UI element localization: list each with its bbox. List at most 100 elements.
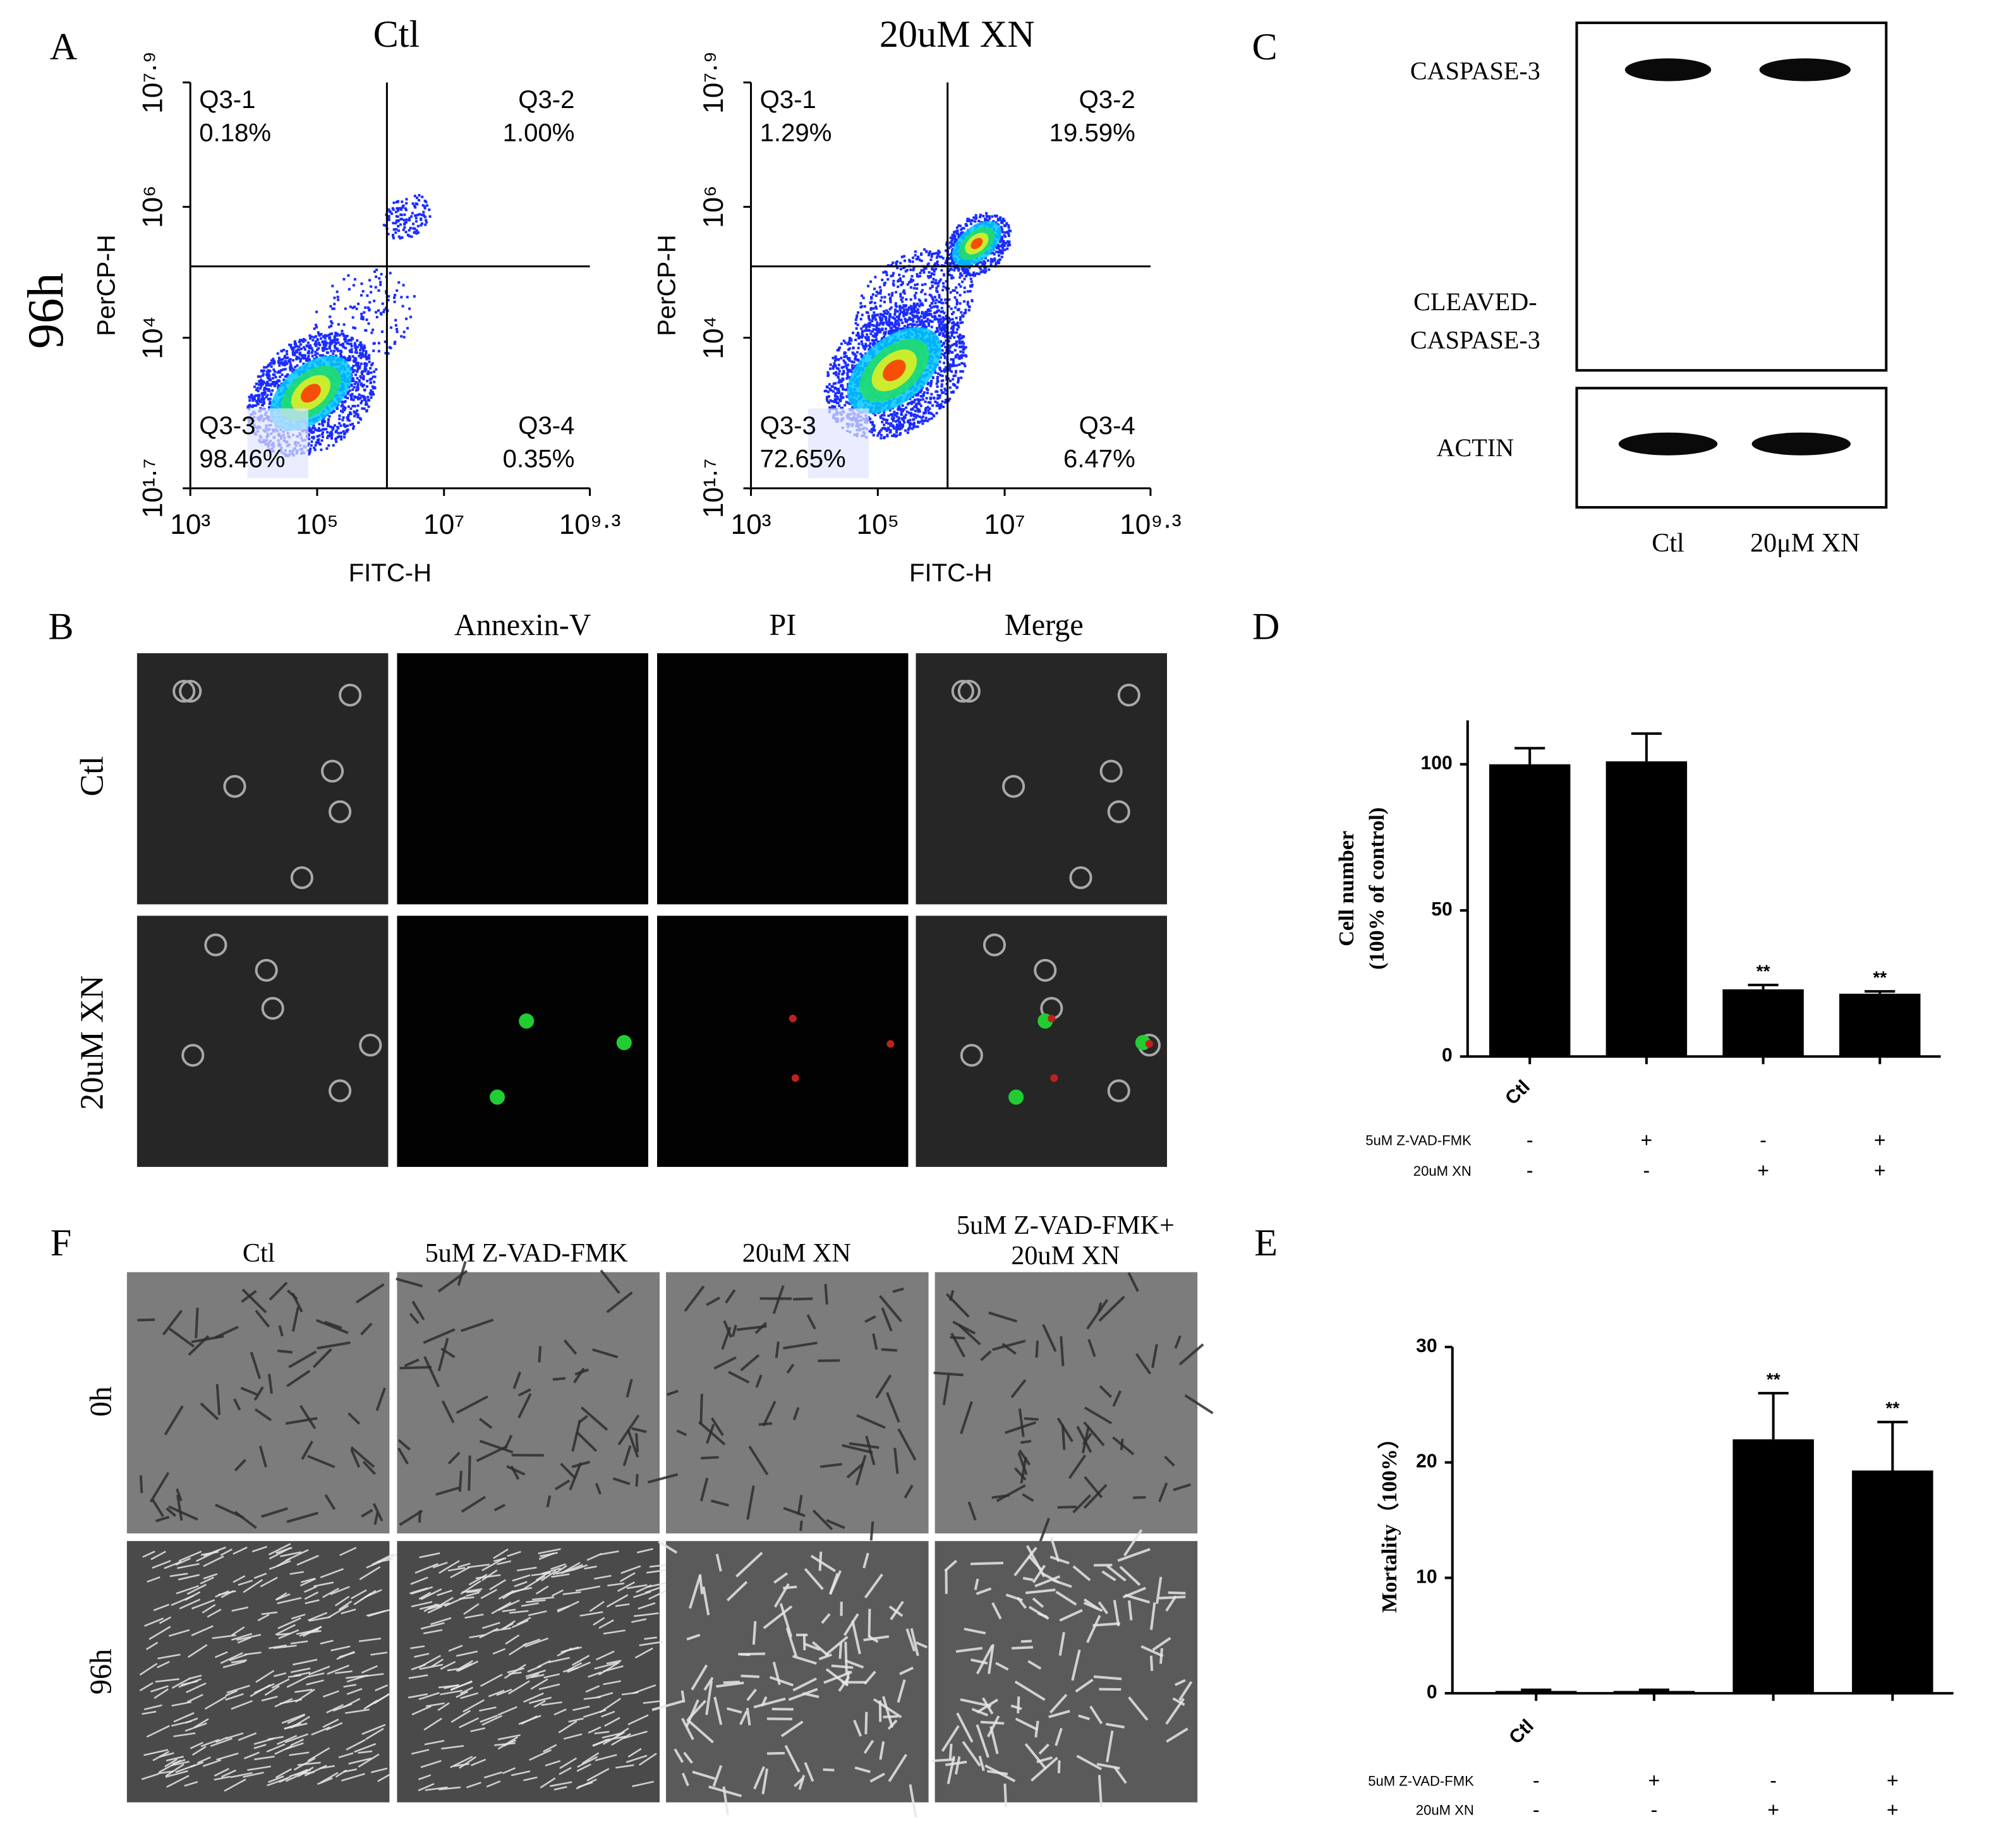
- density-dot: [356, 386, 359, 389]
- density-dot: [342, 277, 346, 281]
- gate-shade: [247, 408, 308, 478]
- density-dot: [902, 291, 905, 294]
- density-dot: [837, 367, 840, 370]
- density-dot: [929, 309, 932, 312]
- density-dot: [360, 362, 363, 365]
- cell-body: [399, 1509, 423, 1526]
- density-dot: [958, 224, 962, 227]
- density-dot: [323, 346, 326, 349]
- density-dot: [879, 318, 882, 321]
- density-dot: [948, 253, 951, 257]
- density-dot: [930, 325, 933, 329]
- density-dot: [903, 308, 906, 311]
- condition-mark: +: [1874, 1159, 1886, 1181]
- cell-body: [322, 1718, 339, 1728]
- density-dot: [907, 411, 910, 414]
- density-dot: [861, 294, 864, 298]
- density-dot: [909, 397, 912, 401]
- density-dot: [361, 318, 365, 321]
- density-dot: [893, 324, 897, 327]
- density-dot: [928, 319, 931, 322]
- density-dot: [871, 323, 874, 327]
- density-dot: [901, 418, 904, 421]
- bar: [1489, 764, 1571, 1057]
- density-dot: [267, 383, 270, 387]
- density-dot: [895, 428, 898, 431]
- density-dot: [909, 412, 913, 415]
- cell-body: [1056, 1417, 1073, 1442]
- panel-letter: F: [51, 1222, 72, 1264]
- density-dot: [861, 342, 864, 346]
- cell-body: [441, 1400, 455, 1423]
- cell-body: [173, 1712, 195, 1723]
- density-dot: [423, 214, 426, 217]
- density-dot: [332, 352, 335, 355]
- density-dot: [935, 382, 938, 385]
- density-dot: [908, 426, 911, 429]
- cell-body: [253, 1386, 264, 1401]
- cell-body: [260, 1576, 278, 1588]
- density-dot: [312, 424, 315, 427]
- density-dot: [392, 201, 396, 204]
- density-dot: [873, 301, 876, 305]
- density-dot: [402, 330, 406, 334]
- density-dot: [396, 200, 399, 203]
- density-dot: [958, 318, 962, 322]
- cell-body: [238, 1732, 257, 1741]
- density-dot: [1003, 219, 1006, 222]
- gate-shade: [807, 408, 869, 478]
- density-dot: [909, 312, 912, 315]
- red-cell: [886, 1040, 895, 1048]
- density-dot: [881, 313, 885, 317]
- density-dot: [254, 404, 257, 408]
- density-dot: [920, 259, 923, 262]
- density-dot: [919, 395, 922, 398]
- density-dot: [343, 435, 346, 438]
- density-dot: [1001, 243, 1005, 246]
- density-dot: [944, 346, 947, 349]
- density-dot: [933, 396, 936, 399]
- density-dot: [951, 351, 954, 354]
- density-dot: [422, 210, 425, 214]
- density-dot: [851, 366, 854, 369]
- quadrant-name: Q3-2: [518, 85, 574, 114]
- density-dot: [363, 407, 366, 410]
- density-dot: [271, 389, 274, 392]
- cell-body: [437, 1338, 449, 1372]
- cell-body: [725, 1289, 736, 1304]
- density-dot: [941, 391, 944, 394]
- density-dot: [294, 365, 297, 368]
- bar: [1722, 989, 1804, 1057]
- density-dot: [889, 424, 892, 427]
- cell-body: [1112, 1390, 1122, 1407]
- density-dot: [896, 319, 899, 322]
- density-dot: [334, 338, 337, 341]
- density-dot: [914, 409, 917, 413]
- density-dot: [941, 400, 944, 403]
- y-tick-label: 10¹·⁷: [698, 459, 729, 519]
- density-dot: [957, 377, 960, 380]
- density-dot: [923, 248, 926, 251]
- density-dot: [885, 429, 888, 432]
- density-dot: [940, 379, 943, 382]
- density-dot: [955, 230, 958, 233]
- density-dot: [831, 405, 834, 408]
- density-dot: [924, 310, 928, 314]
- density-dot: [361, 316, 365, 319]
- density-dot: [958, 357, 961, 360]
- cell-body: [176, 1494, 183, 1521]
- density-dot: [947, 344, 950, 347]
- density-dot: [993, 214, 996, 217]
- cell: [1117, 684, 1140, 707]
- density-dot: [864, 347, 867, 351]
- density-dot: [288, 358, 291, 361]
- significance: **: [1767, 1369, 1780, 1389]
- density-dot: [898, 433, 902, 436]
- density-dot: [1005, 241, 1008, 245]
- density-dot: [958, 335, 961, 338]
- density-dot: [404, 231, 408, 234]
- density-dot: [308, 358, 311, 361]
- y-axis-label: PerCP-H: [653, 234, 681, 336]
- density-dot: [291, 359, 294, 362]
- density-dot: [926, 420, 929, 423]
